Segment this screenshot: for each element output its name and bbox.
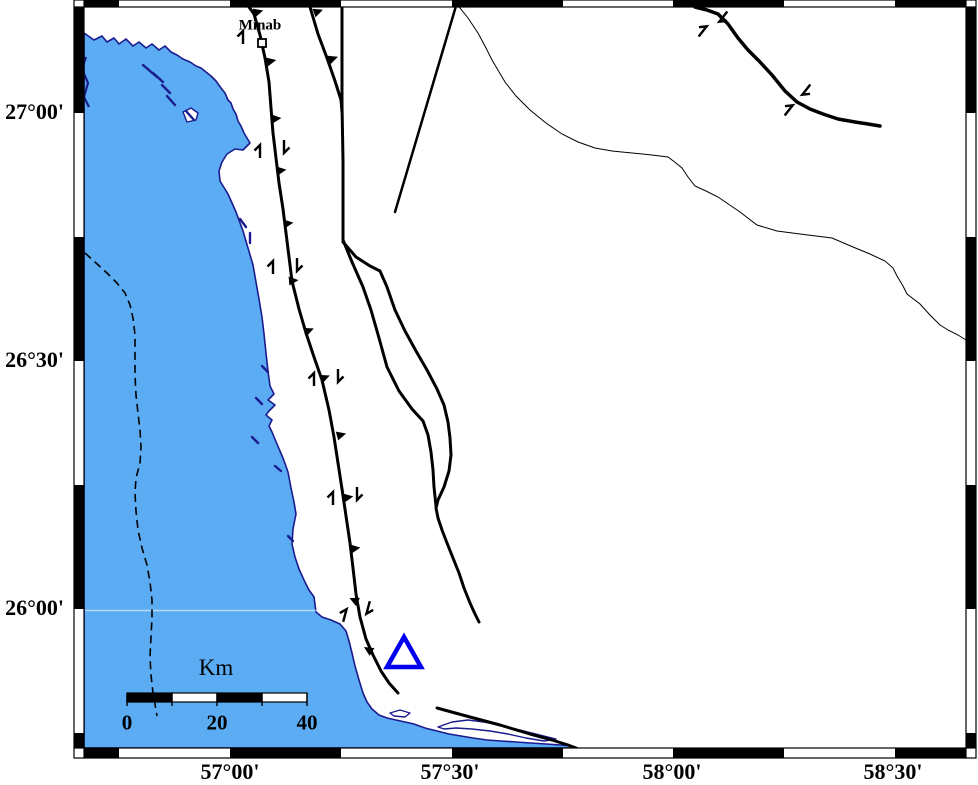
dashed-line: [84, 252, 158, 717]
frame-tick-segment: [966, 237, 976, 361]
fault-b-main: [340, 103, 345, 242]
thrust-tooth: [271, 114, 282, 124]
frame-tick-segment: [966, 7, 976, 113]
minab-thrust-fault: [247, 5, 400, 695]
frame-right-bar: [965, 6, 977, 749]
thrust-tooth: [266, 57, 277, 67]
frame-tick-segment: [84, 0, 119, 7]
slip-arrow-up: [307, 370, 316, 386]
nearshore-islet: [254, 396, 264, 406]
fault-c-east-branch: [341, 240, 481, 624]
thrust-tooth: [283, 219, 294, 229]
thrust-tooth: [327, 55, 338, 65]
nearshore-islet: [286, 534, 295, 543]
slip-arrow-up: [266, 258, 275, 274]
frame-tick-segment: [74, 733, 84, 748]
slip-arrow-up: [697, 24, 710, 38]
fault-d-straight: [393, 4, 458, 214]
thrust-tooth: [303, 327, 314, 337]
frame-tick-segment: [74, 7, 84, 113]
thrust-tooth: [349, 597, 360, 607]
scalebar-segment: [171, 692, 218, 703]
frame-tick-segment: [895, 748, 966, 758]
frame-tick-segment: [74, 237, 84, 361]
nearshore-islet: [160, 83, 172, 95]
thrust-tooth: [363, 646, 375, 656]
slip-arrow-down: [295, 258, 304, 274]
thrust-tooth: [288, 276, 299, 286]
slip-arrow-up: [236, 28, 245, 44]
slip-arrow-up: [326, 489, 335, 505]
thrust-tooth: [335, 431, 347, 441]
frame-tick-segment: [452, 0, 563, 7]
town-square-marker: [257, 38, 267, 48]
frame-tick-segment: [895, 0, 966, 7]
thin-contour-line: [453, 2, 967, 341]
frame-tick-segment: [230, 0, 341, 7]
thrust-tooth: [350, 544, 361, 554]
slip-arrow-down: [364, 600, 374, 617]
fault-e-northeast: [693, 5, 882, 128]
frame-tick-segment: [74, 485, 84, 609]
thrust-tooth: [252, 8, 264, 18]
frame-corner: [965, 0, 977, 8]
nearshore-islet: [151, 71, 165, 84]
nearshore-islet: [273, 464, 283, 473]
slip-arrow-down: [336, 369, 345, 385]
station-triangle-marker: [383, 632, 425, 670]
slip-arrow-up: [339, 606, 349, 623]
nearshore-islet: [165, 94, 177, 107]
frame-left-bar: [73, 6, 85, 749]
slip-arrow-down: [716, 10, 729, 24]
slip-arrow-down: [355, 487, 364, 503]
thrust-tooth: [312, 8, 323, 18]
island: [437, 719, 557, 742]
frame-tick-segment: [84, 748, 119, 758]
scalebar-segment: [261, 692, 308, 703]
scalebar-segment: [126, 692, 173, 703]
thrust-tooth: [276, 166, 287, 176]
thrust-tooth: [319, 374, 330, 384]
frame-tick-segment: [673, 748, 784, 758]
frame-corner: [73, 0, 85, 8]
nearshore-islet: [250, 435, 260, 445]
nearshore-islet: [238, 217, 248, 229]
frame-tick-segment: [966, 733, 976, 748]
frame-tick-segment: [452, 748, 563, 758]
frame-tick-segment: [230, 748, 341, 758]
slip-arrow-down: [799, 83, 812, 97]
nearshore-islet: [260, 364, 270, 374]
nearshore-islet: [184, 109, 196, 122]
frame-tick-segment: [966, 485, 976, 609]
frame-tick-segment: [673, 0, 784, 7]
island: [389, 709, 411, 718]
scalebar-segment: [216, 692, 263, 703]
fault-b-west-branch: [341, 238, 438, 508]
thrust-tooth: [343, 493, 354, 503]
frame-corner: [73, 747, 85, 759]
sea-and-coastline: [83, 32, 579, 749]
slip-arrow-up: [783, 103, 796, 117]
fault-f-coastal: [435, 706, 578, 750]
frame-corner: [965, 747, 977, 759]
slip-arrow-down: [282, 140, 291, 156]
slip-arrow-up: [253, 142, 262, 158]
